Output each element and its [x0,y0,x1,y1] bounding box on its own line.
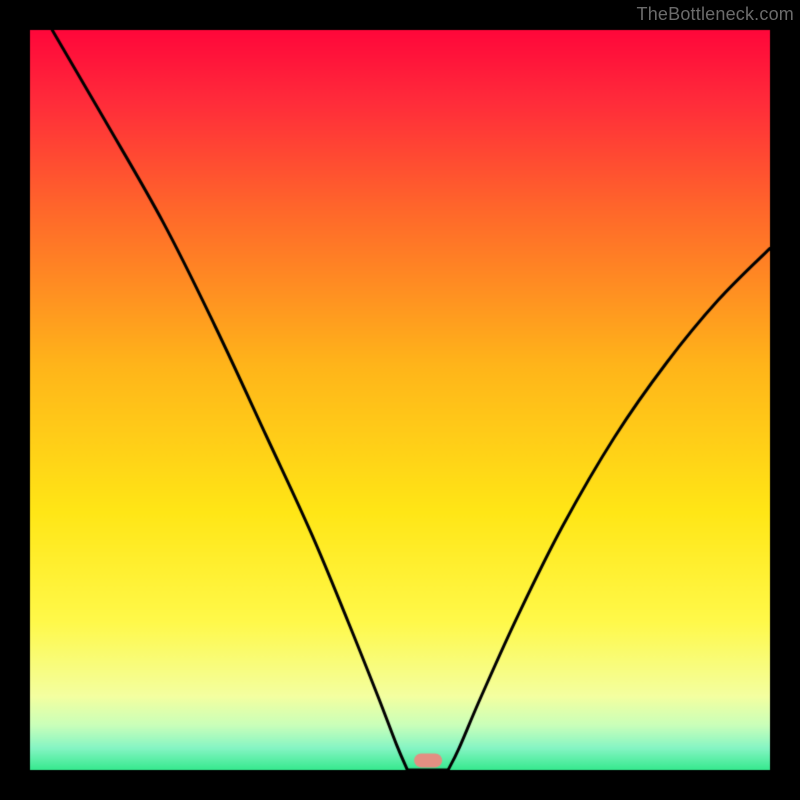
bottleneck-chart-canvas [0,0,800,800]
chart-stage: TheBottleneck.com [0,0,800,800]
watermark-label: TheBottleneck.com [637,4,794,25]
